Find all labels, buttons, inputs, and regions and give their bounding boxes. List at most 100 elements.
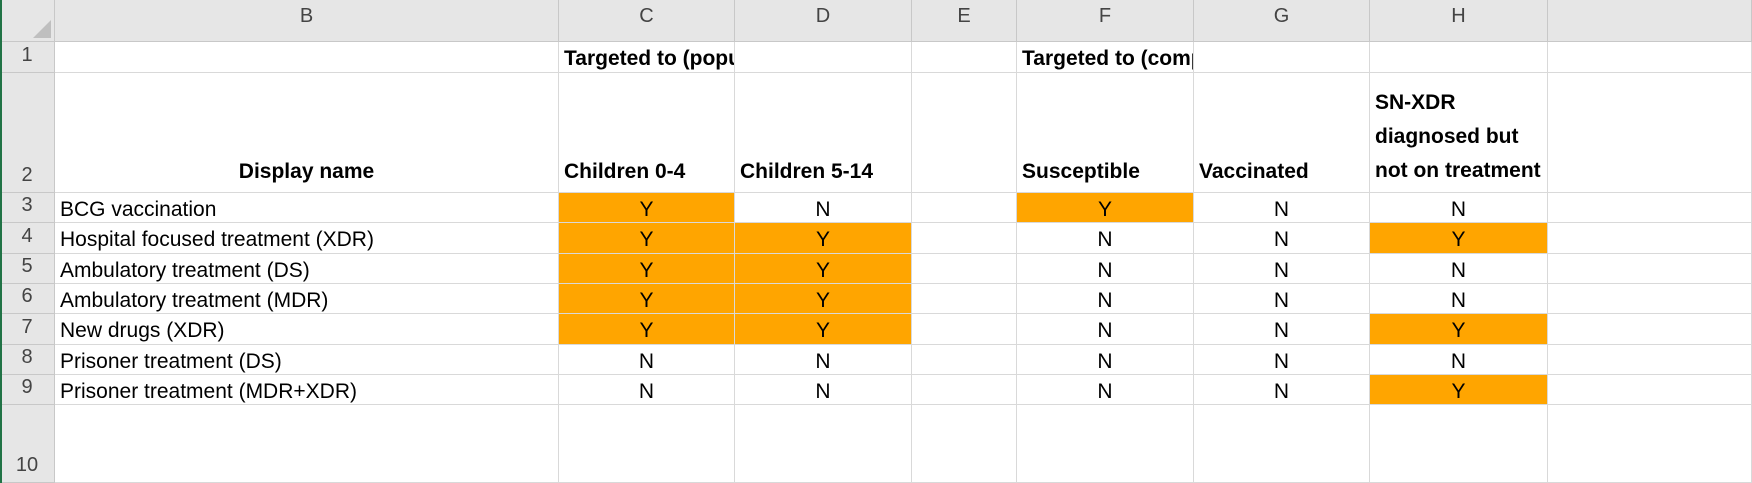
flag-cell[interactable]: N (1194, 314, 1370, 345)
flag-cell[interactable]: Y (735, 254, 912, 284)
row-header-6[interactable]: 6 (0, 284, 55, 314)
row-name[interactable]: Prisoner treatment (MDR+XDR) (55, 375, 559, 405)
flag-cell[interactable]: N (1370, 284, 1548, 314)
header-display-name[interactable]: Display name (55, 73, 559, 193)
flag-cell[interactable]: Y (735, 314, 912, 345)
cell-e1[interactable] (912, 42, 1017, 73)
cell-i10[interactable] (1548, 405, 1752, 483)
flag-cell[interactable]: N (1194, 284, 1370, 314)
cell-e8[interactable] (912, 345, 1017, 375)
flag-cell[interactable]: Y (735, 284, 912, 314)
header-susceptible[interactable]: Susceptible (1017, 73, 1194, 193)
row-name[interactable]: Ambulatory treatment (DS) (55, 254, 559, 284)
row-header-10[interactable]: 10 (0, 405, 55, 483)
header-compartments[interactable]: Targeted to (compartments) (1017, 42, 1194, 73)
select-all-triangle-icon (33, 20, 51, 38)
cell-e7[interactable] (912, 314, 1017, 345)
flag-cell[interactable]: N (1370, 254, 1548, 284)
cell-h1[interactable] (1370, 42, 1548, 73)
flag-cell[interactable]: N (1017, 314, 1194, 345)
flag-cell[interactable]: N (559, 375, 735, 405)
cell-i7[interactable] (1548, 314, 1752, 345)
row-name[interactable]: Ambulatory treatment (MDR) (55, 284, 559, 314)
cell-e10[interactable] (912, 405, 1017, 483)
cell-d1[interactable] (735, 42, 912, 73)
flag-cell[interactable]: Y (559, 284, 735, 314)
header-vaccinated[interactable]: Vaccinated (1194, 73, 1370, 193)
column-header-d[interactable]: D (735, 0, 912, 42)
flag-cell[interactable]: N (1194, 345, 1370, 375)
cell-e6[interactable] (912, 284, 1017, 314)
header-children-5-14[interactable]: Children 5-14 (735, 73, 912, 193)
column-header-g[interactable]: G (1194, 0, 1370, 42)
row-header-4[interactable]: 4 (0, 223, 55, 254)
flag-cell[interactable]: Y (1370, 314, 1548, 345)
cell-g10[interactable] (1194, 405, 1370, 483)
cell-e9[interactable] (912, 375, 1017, 405)
flag-cell[interactable]: N (1017, 223, 1194, 254)
row-header-1[interactable]: 1 (0, 42, 55, 73)
flag-cell[interactable]: Y (1017, 193, 1194, 223)
cell-c10[interactable] (559, 405, 735, 483)
column-header-b[interactable]: B (55, 0, 559, 42)
flag-cell[interactable]: Y (559, 193, 735, 223)
cell-i4[interactable] (1548, 223, 1752, 254)
flag-cell[interactable]: N (1017, 254, 1194, 284)
header-children-0-4[interactable]: Children 0-4 (559, 73, 735, 193)
cell-e5[interactable] (912, 254, 1017, 284)
cell-i3[interactable] (1548, 193, 1752, 223)
cell-i8[interactable] (1548, 345, 1752, 375)
header-sn-xdr[interactable]: SN-XDR diagnosed but not on treatment (1370, 73, 1548, 193)
cell-i6[interactable] (1548, 284, 1752, 314)
column-header-e[interactable]: E (912, 0, 1017, 42)
row-header-3[interactable]: 3 (0, 193, 55, 223)
cell-b10[interactable] (55, 405, 559, 483)
cell-g1[interactable] (1194, 42, 1370, 73)
flag-cell[interactable]: N (735, 193, 912, 223)
flag-cell[interactable]: N (1017, 345, 1194, 375)
flag-cell[interactable]: N (735, 375, 912, 405)
cell-d10[interactable] (735, 405, 912, 483)
flag-cell[interactable]: N (735, 345, 912, 375)
flag-cell[interactable]: N (1194, 223, 1370, 254)
cell-h10[interactable] (1370, 405, 1548, 483)
cell-e4[interactable] (912, 223, 1017, 254)
row-header-7[interactable]: 7 (0, 314, 55, 345)
flag-cell[interactable]: Y (735, 223, 912, 254)
cell-i2[interactable] (1548, 73, 1752, 193)
flag-cell[interactable]: Y (1370, 375, 1548, 405)
cell-i5[interactable] (1548, 254, 1752, 284)
cell-f10[interactable] (1017, 405, 1194, 483)
flag-cell[interactable]: N (1194, 375, 1370, 405)
flag-cell[interactable]: Y (559, 314, 735, 345)
flag-cell[interactable]: N (1017, 284, 1194, 314)
header-populations[interactable]: Targeted to (populations) (559, 42, 735, 73)
flag-cell[interactable]: N (1194, 254, 1370, 284)
flag-cell[interactable]: N (1370, 193, 1548, 223)
cell-e2[interactable] (912, 73, 1017, 193)
row-header-2[interactable]: 2 (0, 73, 55, 193)
column-header-c[interactable]: C (559, 0, 735, 42)
column-header-f[interactable]: F (1017, 0, 1194, 42)
flag-cell[interactable]: N (1370, 345, 1548, 375)
row-name[interactable]: BCG vaccination (55, 193, 559, 223)
cell-b1[interactable] (55, 42, 559, 73)
row-header-5[interactable]: 5 (0, 254, 55, 284)
row-header-9[interactable]: 9 (0, 375, 55, 405)
cell-i9[interactable] (1548, 375, 1752, 405)
flag-cell[interactable]: N (1194, 193, 1370, 223)
row-header-8[interactable]: 8 (0, 345, 55, 375)
row-name[interactable]: Hospital focused treatment (XDR) (55, 223, 559, 254)
cell-e3[interactable] (912, 193, 1017, 223)
flag-cell[interactable]: N (1017, 375, 1194, 405)
row-name[interactable]: Prisoner treatment (DS) (55, 345, 559, 375)
flag-cell[interactable]: Y (1370, 223, 1548, 254)
flag-cell[interactable]: Y (559, 254, 735, 284)
column-header-i[interactable] (1548, 0, 1752, 42)
flag-cell[interactable]: N (559, 345, 735, 375)
flag-cell[interactable]: Y (559, 223, 735, 254)
row-name[interactable]: New drugs (XDR) (55, 314, 559, 345)
cell-i1[interactable] (1548, 42, 1752, 73)
column-header-h[interactable]: H (1370, 0, 1548, 42)
